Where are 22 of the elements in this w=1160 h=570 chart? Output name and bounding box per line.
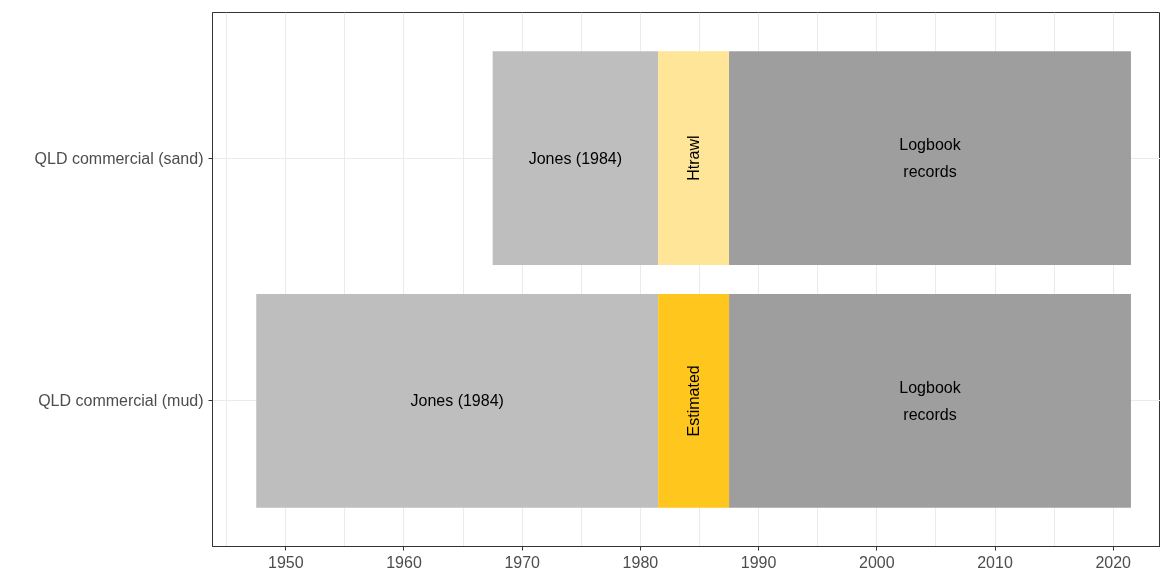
x-tick-label: 2010 — [977, 553, 1013, 570]
bar — [658, 51, 730, 265]
x-tick-label: 1990 — [740, 553, 777, 570]
bar — [658, 294, 730, 508]
x-tick-label: 1960 — [386, 553, 422, 570]
bar — [492, 51, 659, 265]
x-tick-label: 1970 — [504, 553, 541, 570]
series-label: Htrawl — [685, 135, 703, 181]
y-tick-label: QLD commercial (sand) — [34, 149, 204, 167]
bar — [256, 294, 659, 508]
series-label: Jones (1984) — [528, 149, 623, 167]
x-tick-label: 2020 — [1095, 553, 1132, 570]
x-tick-label: 2000 — [859, 553, 895, 570]
text: Logbook records — [899, 378, 961, 423]
bar — [729, 294, 1131, 508]
x-tick-label: 1950 — [267, 553, 304, 570]
y-tick-label: QLD commercial (mud) — [38, 392, 204, 410]
text: Jones (1984) — [410, 392, 504, 410]
series-label: Estimated — [685, 365, 703, 437]
x-tick-label: 1980 — [622, 553, 659, 570]
bar — [729, 51, 1131, 265]
series-label: Logbook records — [899, 136, 962, 181]
